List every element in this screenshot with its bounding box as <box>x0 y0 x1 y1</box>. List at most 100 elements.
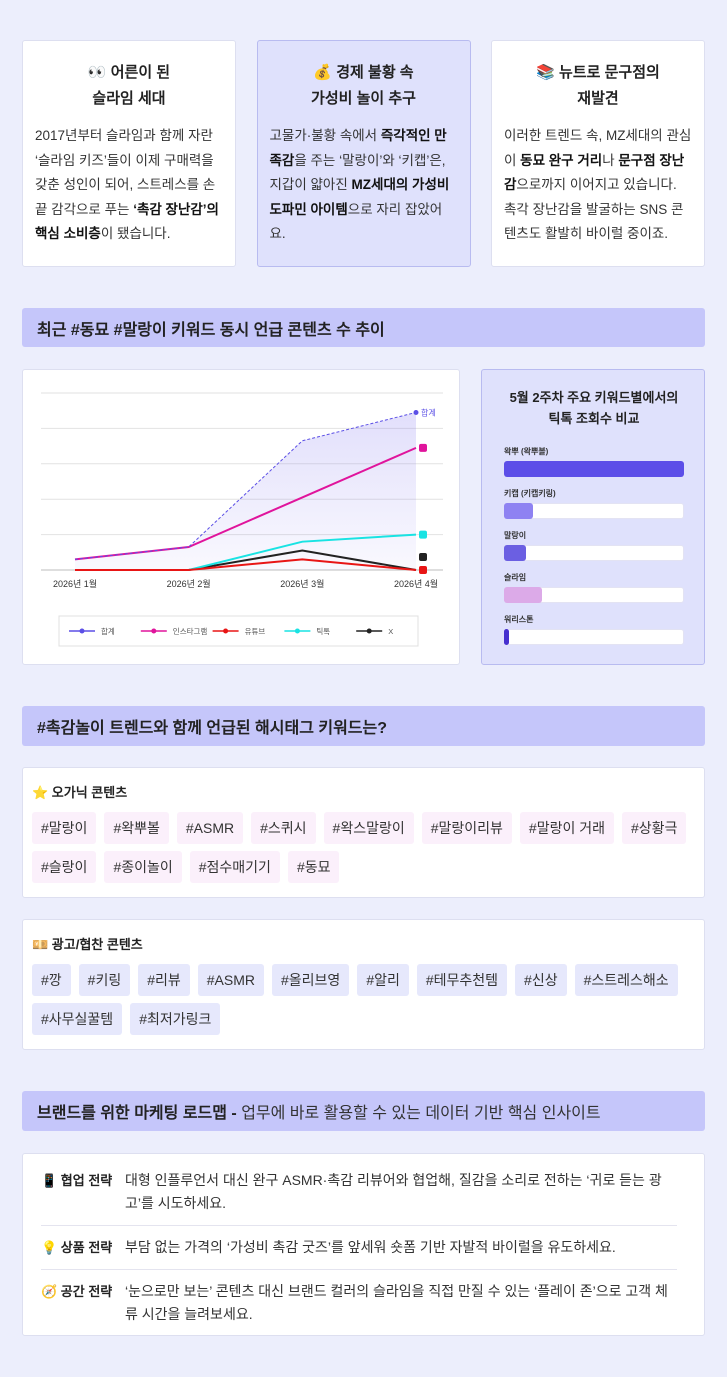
chart-title-wrap: 5월 2주차 주요 키워드별에서의 틱톡 조회수 비교 <box>482 387 706 429</box>
hashtag: #종이놀이 <box>104 851 182 883</box>
line <box>75 558 417 571</box>
card-title-line: 👀 어른이 된 <box>87 64 171 81</box>
card-title-line: 재발견 <box>577 90 619 107</box>
bar <box>504 629 510 645</box>
end-label: 합계 <box>421 407 436 417</box>
roadmap-label: 💡 상품 전략 <box>41 1240 113 1255</box>
body-bold: 문구점 장난감 <box>504 152 685 193</box>
legend-label: X <box>388 627 393 636</box>
body-bold: ‘촉감 장난감’의 핵심 소비층 <box>35 201 219 242</box>
card-title-line: 가성비 놀이 추구 <box>311 90 416 107</box>
legend-label: 인스타그램 <box>173 626 208 636</box>
body-text: 이 됐습니다. <box>100 226 171 241</box>
x-tick-label: 2026년 4월 <box>394 578 438 589</box>
hashtag: #말랑이리뷰 <box>421 812 512 844</box>
bar-chart-card: 5월 2주차 주요 키워드별에서의 틱톡 조회수 비교 왁뿌 (왁뿌볼) 키캡 (… <box>481 369 705 665</box>
bar-label: 워리스톤 <box>504 615 534 624</box>
hashtag: #최저가링크 <box>130 1003 221 1035</box>
bar <box>504 461 684 477</box>
hashtag-title: ⭐ 오가닉 콘텐츠 <box>32 785 128 800</box>
hashtag: #ASMR <box>197 964 264 996</box>
body-text: 나 <box>602 152 619 168</box>
bar <box>504 587 542 603</box>
card-title-line: 📚 뉴트로 문구점의 <box>536 64 660 81</box>
body-text: 고물가·불황 속에서 <box>269 128 381 143</box>
bar <box>504 545 526 561</box>
hashtag: #스퀴시 <box>251 812 316 844</box>
line <box>74 411 417 560</box>
x-tick-label: 2026년 2월 <box>167 578 211 589</box>
end-icon <box>419 530 427 539</box>
hashtag: #리뷰 <box>138 964 190 996</box>
body-text: 으로까지 이어지고 있습니다. 촉각 장난감을 발굴하는 SNS 콘텐츠도 활발… <box>504 177 684 241</box>
bar-track <box>504 545 684 561</box>
hashtag: #동묘 <box>287 851 340 883</box>
roadmap-row: 💡 상품 전략 부담 없는 가격의 ‘가성비 촉감 굿즈’를 앞세워 숏폼 기반 … <box>41 1226 677 1270</box>
hashtag: #스트레스해소 <box>574 964 678 996</box>
roadmap-text: ‘눈으로만 보는’ 콘텐츠 대신 브랜드 컬러의 슬라임을 직접 만질 수 있는… <box>125 1283 668 1322</box>
legend-dot <box>151 628 157 634</box>
card-title-line: 슬라임 세대 <box>92 90 166 107</box>
heading-text: 업무에 바로 활용할 수 있는 데이터 기반 핵심 인사이트 <box>236 1105 601 1122</box>
legend-label: 합계 <box>101 626 115 636</box>
roadmap-row: 📱 협업 전략 대형 인플루언서 대신 완구 ASMR·촉감 리뷰어와 협업해, … <box>41 1159 677 1226</box>
tag-list: #깡 #키링 #리뷰 #ASMR #올리브영 #알리 #테무추천템 #신상 #스트레스해소 #사무… <box>32 964 695 1035</box>
hashtag-card: ⭐ 오가닉 콘텐츠 #말랑이 #왁뿌볼 #ASMR #스퀴시 #왁스말랑이 #말랑이리뷰 #말… <box>22 767 705 898</box>
body-text: 2017년부터 슬라임과 함께 자란 ‘슬라임 키즈’들이 이제 구매력을 갖춘… <box>35 128 216 217</box>
end-icon <box>419 566 427 574</box>
body-bold: 즉각적인 만족감 <box>269 128 447 168</box>
section-heading: #촉감놀이 트렌드와 함께 언급된 해시태그 키워드는? <box>22 706 705 746</box>
hashtag: #상황극 <box>622 812 687 844</box>
bar-label: 키캡 (키캡키링) <box>504 489 556 498</box>
roadmap-card: 📱 협업 전략 대형 인플루언서 대신 완구 ASMR·촉감 리뷰어와 협업해, … <box>22 1153 705 1336</box>
hashtag: #올리브영 <box>272 964 350 996</box>
end-icon <box>419 553 427 561</box>
bar-label: 슬라임 <box>504 573 527 582</box>
bar-track <box>504 629 684 645</box>
body-bold: MZ세대의 가성비 도파민 아이템 <box>269 177 450 217</box>
x-tick-label: 2026년 3월 <box>280 578 324 589</box>
roadmap-text: 대형 인플루언서 대신 완구 ASMR·촉감 리뷰어와 협업해, 질감을 소리로… <box>125 1172 662 1211</box>
end-icon <box>419 443 427 452</box>
legend-label: 틱톡 <box>316 626 330 636</box>
body-bold: 동묘 완구 거리 <box>520 152 603 168</box>
hashtag-title: 💴 광고/협찬 콘텐츠 <box>32 937 143 952</box>
end-point <box>413 409 419 415</box>
legend-dot <box>223 628 229 634</box>
card-title-line: 💰 경제 불황 속 <box>313 64 414 81</box>
bar-label: 왁뿌 (왁뿌볼) <box>504 447 549 456</box>
roadmap-label: 📱 협업 전략 <box>41 1173 113 1188</box>
card-body: 이러한 트렌드 속, MZ세대의 관심이 동묘 완구 거리나 문구점 장난감으로… <box>492 124 704 247</box>
legend-dot <box>79 628 85 634</box>
hashtag: #깡 <box>32 964 71 996</box>
hashtag: #사무실꿀템 <box>32 1003 123 1035</box>
body-text: 이러한 트렌드 속, MZ세대의 관심이 <box>504 128 692 168</box>
hashtag: #신상 <box>515 964 567 996</box>
hashtag: #알리 <box>357 964 409 996</box>
line-chart-card: 2026년 1월 2026년 2월 2026년 3월 2026년 4월 합계 합계 인스타그… <box>22 369 460 665</box>
legend-label: 유튜브 <box>245 627 266 636</box>
legend-dot <box>294 628 300 634</box>
hashtag-card: 💴 광고/협찬 콘텐츠 #깡 #키링 #리뷰 #ASMR #올리브영 #알리 #테무추천템 #신… <box>22 919 705 1050</box>
hashtag: #말랑이 거래 <box>519 812 614 844</box>
card-body: 고물가·불황 속에서 즉각적인 만족감을 주는 ‘말랑이’와 ‘키캡’은, 지갑… <box>258 124 470 247</box>
legend-dot <box>366 628 372 634</box>
hashtag: #키링 <box>78 964 131 996</box>
section-heading: 최근 #동묘 #말랑이 키워드 동시 언급 콘텐츠 수 추이 <box>22 308 705 347</box>
hashtag: #점수매기기 <box>189 851 280 883</box>
chart-title: 5월 2주차 주요 키워드별에서의 틱톡 조회수 비교 <box>509 390 679 426</box>
hashtag: #왁스말랑이 <box>323 812 414 844</box>
body-text: 으로 자리 잡았어요. <box>269 201 443 242</box>
hashtag: #슬랑이 <box>32 851 97 883</box>
roadmap-row: 🧭 공간 전략 ‘눈으로만 보는’ 콘텐츠 대신 브랜드 컬러의 슬라임을 직접 … <box>41 1270 677 1336</box>
roadmap-text: 부담 없는 가격의 ‘가성비 촉감 굿즈’를 앞세워 숏폼 기반 자발적 바이럴… <box>125 1239 616 1255</box>
bar-label: 말랑이 <box>504 531 527 540</box>
hashtag: #말랑이 <box>32 812 97 844</box>
